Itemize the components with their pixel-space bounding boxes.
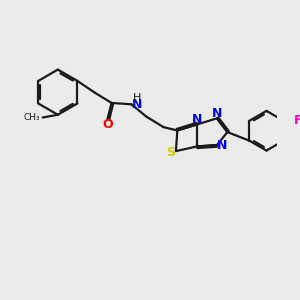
Text: F: F — [294, 114, 300, 127]
Text: N: N — [212, 107, 223, 120]
Text: H: H — [133, 93, 142, 103]
Text: N: N — [217, 139, 227, 152]
Text: N: N — [132, 98, 142, 111]
Text: S: S — [167, 146, 176, 159]
Text: N: N — [191, 113, 202, 127]
Text: CH₃: CH₃ — [24, 113, 40, 122]
Text: O: O — [102, 118, 113, 130]
